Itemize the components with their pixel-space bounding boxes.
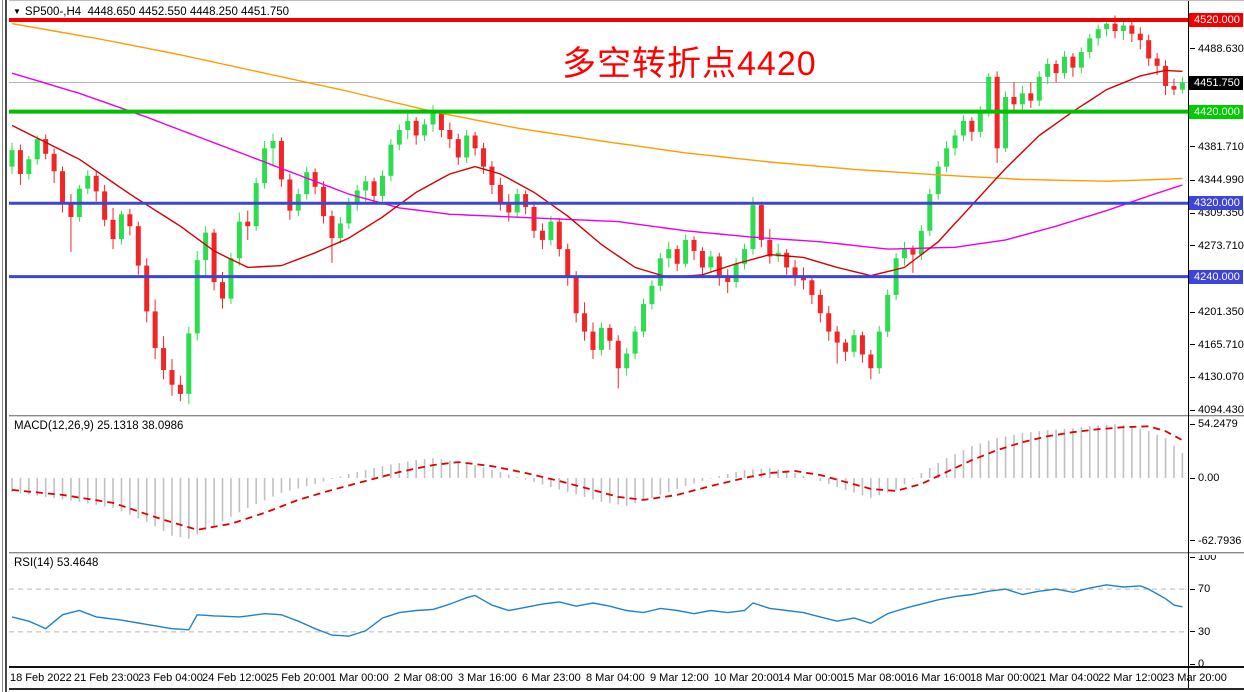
time-axis-label: 2 Mar 08:00	[394, 672, 453, 684]
price-tick-label: 4130.070	[1198, 371, 1244, 384]
ma-fast	[11, 69, 1183, 279]
price-tick-dash	[1190, 311, 1195, 313]
price-tick-label: 0	[1198, 658, 1205, 670]
time-axis-label: 25 Feb 20:00	[266, 672, 331, 684]
time-axis-label: 18 Feb 2022	[10, 672, 72, 684]
pane-divider-main-macd[interactable]	[0, 415, 1244, 418]
price-tick-label: 30	[1198, 625, 1211, 638]
price-tick-label: -62.7936	[1198, 534, 1242, 547]
macd-indicator-label: MACD(12,26,9) 25.1318 38.0986	[14, 420, 184, 432]
time-axis-label: 8 Mar 04:00	[586, 672, 645, 684]
price-tick-label: 4344.990	[1198, 174, 1244, 187]
price-tick-dash	[1190, 588, 1195, 590]
time-axis-label: 18 Mar 00:00	[970, 672, 1035, 684]
price-tick-dash	[1190, 423, 1195, 425]
price-tick-label: 70	[1198, 583, 1211, 596]
time-axis-border	[0, 666, 1244, 668]
pane-divider-macd-rsi[interactable]	[0, 552, 1244, 555]
window-top-border	[0, 0, 1244, 1]
price-tick-dash	[1190, 48, 1195, 50]
price-tick-dash	[1190, 245, 1195, 247]
ma-slow	[11, 23, 1183, 183]
price-tick-label: 4488.630	[1198, 42, 1244, 55]
ma-medium	[11, 72, 1183, 250]
time-axis-label: 21 Feb 23:00	[74, 672, 139, 684]
price-tick-label: 4381.710	[1198, 140, 1244, 153]
price-tick-dash	[1190, 663, 1195, 665]
price-tick-dash	[1190, 146, 1195, 148]
time-axis-label: 16 Mar 16:00	[906, 672, 971, 684]
rsi-line	[11, 584, 1183, 637]
quote-text: SP500-,H4 4448.650 4452.550 4448.250 445…	[24, 6, 290, 18]
price-tick-dash	[1190, 477, 1195, 479]
rsi-indicator-label: RSI(14) 53.4648	[14, 557, 99, 569]
time-axis-label: 15 Mar 08:00	[842, 672, 907, 684]
price-tick-dash	[1190, 376, 1195, 378]
time-axis-label: 1 Mar 00:00	[330, 672, 389, 684]
price-tick-label: 4201.350	[1198, 306, 1244, 319]
price-tick-dash	[1190, 540, 1195, 541]
price-axis-badge: 4320.000	[1189, 196, 1243, 211]
price-tick-dash	[1190, 344, 1195, 346]
price-tick-label: 4094.430	[1198, 404, 1244, 416]
quote-line: ▼ SP500-,H4 4448.650 4452.550 4448.250 44…	[13, 6, 289, 18]
time-axis-label: 10 Mar 20:00	[714, 672, 779, 684]
price-tick-dash	[1190, 409, 1195, 411]
time-axis-label: 22 Mar 12:00	[1098, 672, 1163, 684]
price-tick-dash	[1190, 179, 1195, 181]
time-axis-label: 24 Feb 12:00	[202, 672, 267, 684]
time-axis-label: 9 Mar 12:00	[650, 672, 709, 684]
price-tick-label: 4165.710	[1198, 338, 1244, 351]
annotation-text: 多空转折点4420	[562, 45, 817, 83]
window-left-border	[0, 0, 9, 692]
macd-signal-line	[11, 425, 1183, 531]
window-bottom-border	[0, 688, 1244, 690]
price-tick-label: 54.2479	[1198, 418, 1238, 430]
price-tick-dash	[1190, 212, 1195, 214]
price-tick-label: 4273.710	[1198, 239, 1244, 252]
price-axis-border	[1188, 0, 1189, 688]
time-axis-label: 3 Mar 16:00	[458, 672, 517, 684]
macd-histogram	[11, 424, 1184, 539]
time-axis-label: 23 Feb 04:00	[138, 672, 203, 684]
price-axis-badge: 4420.000	[1189, 104, 1243, 119]
price-tick-dash	[1190, 631, 1195, 633]
price-axis-badge: 4451.750	[1189, 75, 1243, 90]
price-tick-label: 0.00	[1198, 472, 1220, 484]
time-axis-label: 14 Mar 00:00	[778, 672, 843, 684]
time-axis-label: 6 Mar 23:00	[522, 672, 581, 684]
price-tick-dash	[1190, 556, 1195, 558]
time-axis-label: 21 Mar 04:00	[1034, 672, 1099, 684]
price-axis-badge: 4240.000	[1189, 269, 1243, 284]
dropdown-triangle-icon: ▼	[13, 7, 21, 16]
time-axis[interactable]: 18 Feb 2022 21 Feb 23:00 23 Feb 04:00 24 Fe…	[0, 670, 1244, 688]
time-axis-label: 23 Mar 20:00	[1162, 672, 1227, 684]
price-axis[interactable]: 4488.630 4381.710 4344.990 4309.350 4273.710…	[1189, 0, 1244, 688]
price-axis-badge: 4520.000	[1189, 13, 1243, 27]
